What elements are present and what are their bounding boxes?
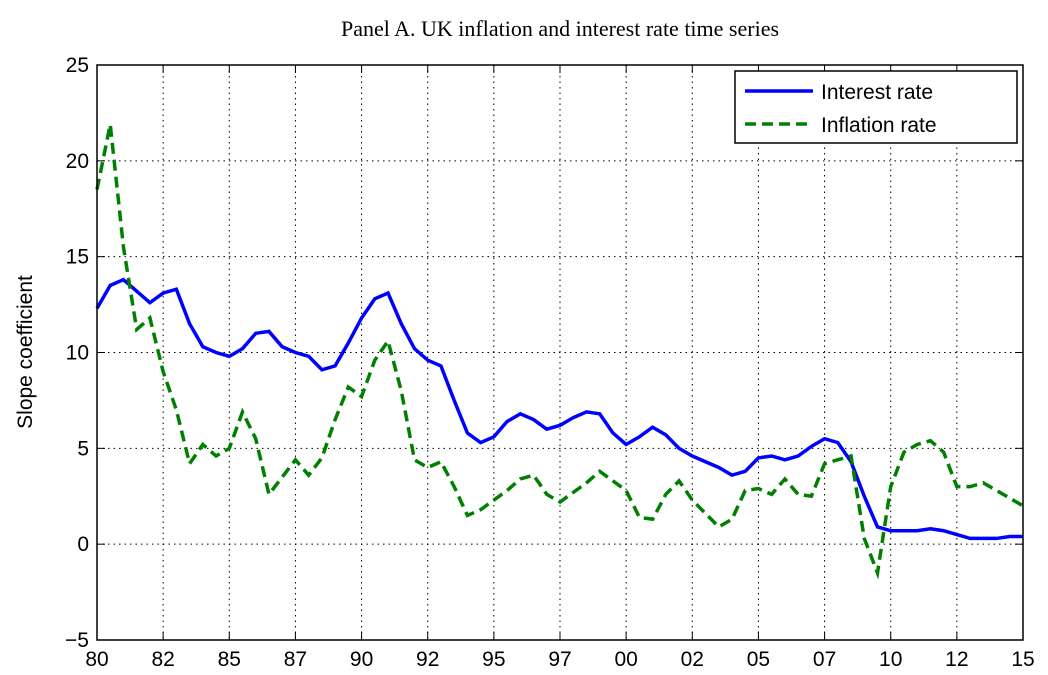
- x-tick-label: 12: [945, 648, 968, 671]
- x-tick-label: 80: [85, 648, 108, 671]
- x-tick-label: 85: [218, 648, 241, 671]
- legend-box: [734, 70, 1018, 144]
- series-line: [95, 124, 1024, 580]
- y-tick-label: −5: [65, 629, 89, 652]
- x-tick-label: 95: [482, 648, 505, 671]
- x-tick-label: 82: [151, 648, 174, 671]
- y-tick-label: 0: [77, 533, 89, 556]
- x-tick-label: 00: [614, 648, 637, 671]
- series-line: [95, 277, 1023, 541]
- chart-title: Panel A. UK inflation and interest rate …: [341, 16, 779, 41]
- x-tick-label: 97: [548, 648, 571, 671]
- x-tick-label: 15: [1011, 648, 1034, 671]
- y-tick-label: 5: [77, 437, 89, 460]
- x-tick-label: 10: [879, 648, 902, 671]
- x-tick-label: 05: [747, 648, 770, 671]
- y-tick-label: 15: [66, 246, 89, 269]
- y-tick-label: 20: [66, 150, 89, 173]
- y-tick-label: 10: [66, 342, 89, 365]
- plot-frame: [96, 64, 1024, 641]
- legend-label: Inflation rate: [821, 114, 937, 137]
- legend-label: Interest rate: [821, 81, 933, 104]
- y-tick-label: 25: [66, 54, 89, 77]
- x-tick-label: 87: [284, 648, 307, 671]
- x-tick-label: 90: [350, 648, 373, 671]
- x-tick-label: 92: [416, 648, 439, 671]
- x-tick-label: 07: [813, 648, 836, 671]
- y-axis-label: Slope coefficient: [14, 275, 37, 429]
- x-tick-label: 02: [681, 648, 704, 671]
